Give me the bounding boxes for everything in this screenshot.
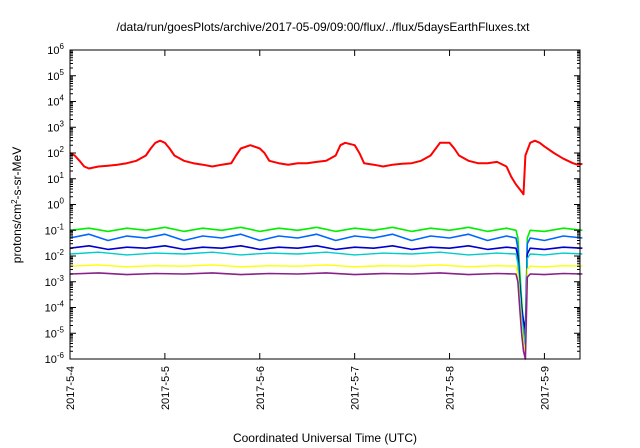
y-tick-label: 10-2 <box>45 248 65 263</box>
series-line-7 <box>69 272 583 360</box>
series-layer <box>69 139 583 360</box>
y-tick-label: 102 <box>47 145 64 160</box>
y-tick-label: 10-3 <box>45 274 65 289</box>
x-tick-label: 2017-5-8 <box>445 366 457 410</box>
series-line-3 <box>69 233 583 337</box>
y-tick-label: 100 <box>47 197 64 212</box>
y-axis-label: protons/cm2-s-sr-MeV <box>10 147 24 263</box>
y-tick-label: 106 <box>47 42 64 57</box>
y-tick-label: 105 <box>47 68 64 83</box>
y-tick-label: 10-1 <box>45 222 65 237</box>
series-line-4 <box>69 245 583 330</box>
x-tick-label: 2017-5-5 <box>160 366 172 410</box>
y-axis: 10-6 10-5 10-4 10-3 10-2 10-1 100 101 102 103 104 1… <box>45 42 580 366</box>
x-tick-label: 2017-5-6 <box>255 366 267 410</box>
series-line-2 <box>69 226 583 352</box>
x-tick-label: 2017-5-9 <box>539 366 551 410</box>
y-tick-label: 10-6 <box>45 351 65 366</box>
series-line-1 <box>69 139 583 196</box>
y-tick-label: 104 <box>47 94 64 109</box>
chart-title: /data/run/goesPlots/archive/2017-05-09/0… <box>117 20 531 34</box>
y-axis-label-sup: 2 <box>10 199 19 204</box>
plot-frame <box>69 49 581 360</box>
x-axis-label: Coordinated Universal Time (UTC) <box>233 431 417 445</box>
x-tick-label: 2017-5-7 <box>350 366 362 410</box>
y-tick-label: 103 <box>47 119 64 134</box>
y-tick-label: 10-5 <box>45 325 65 340</box>
y-axis-label-rest: -s-sr-MeV <box>10 147 24 200</box>
x-tick-label: 2017-5-4 <box>65 366 77 410</box>
y-tick-label: 101 <box>47 171 64 186</box>
series-line-6 <box>69 264 583 352</box>
y-axis-label-base: protons/cm <box>10 204 24 263</box>
x-axis: 2017-5-4 2017-5-5 2017-5-6 2017-5-7 2017-5-8… <box>65 50 551 410</box>
y-tick-label: 10-4 <box>45 300 65 315</box>
